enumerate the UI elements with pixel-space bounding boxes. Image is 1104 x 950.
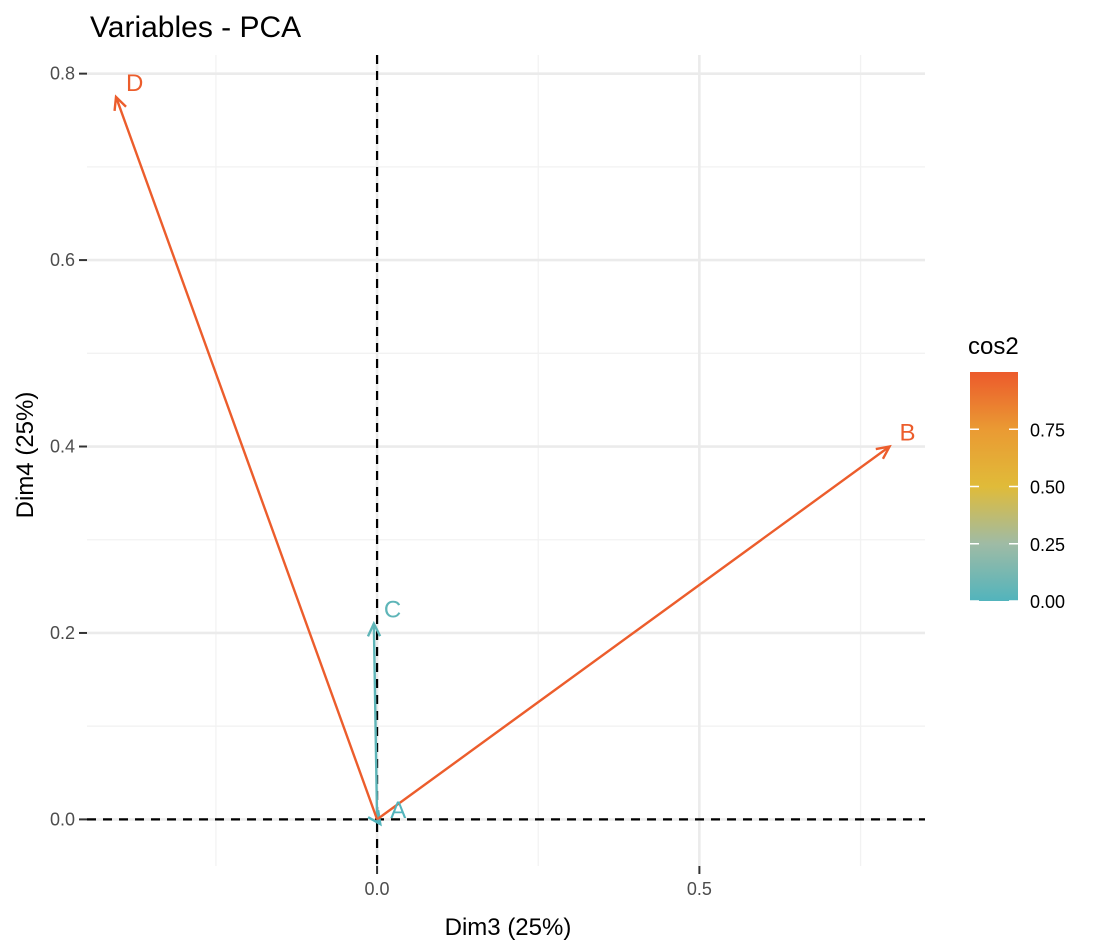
arrow-head	[113, 94, 127, 111]
arrow-head	[366, 620, 382, 637]
arrow-shaft	[376, 445, 891, 821]
chart-title: Variables - PCA	[90, 11, 301, 44]
legend-ticks: 0.00 0.25 0.50 0.75	[970, 420, 1065, 612]
variable-label-A: A	[390, 797, 406, 824]
variable-labels: A B C D	[126, 70, 916, 824]
variable-arrows	[113, 94, 892, 827]
variable-label-C: C	[384, 597, 401, 624]
variable-label-B: B	[900, 420, 916, 447]
variable-label-D: D	[126, 70, 143, 97]
arrow-B	[376, 444, 892, 821]
y-tick-label: 0.0	[50, 809, 75, 829]
arrow-D	[113, 94, 379, 820]
legend-title: cos2	[968, 333, 1019, 360]
x-tick-label: 0.0	[365, 879, 390, 899]
legend-label: 0.50	[1030, 478, 1065, 498]
legend-label: 0.25	[1030, 535, 1065, 555]
cos2-legend: cos2 0.00 0.25 0.50 0.75	[968, 333, 1065, 612]
reference-lines	[87, 55, 925, 866]
y-tick-label: 0.6	[50, 250, 75, 270]
arrow-head	[875, 444, 892, 460]
y-tick-label: 0.4	[50, 437, 75, 457]
legend-label: 0.00	[1030, 592, 1065, 612]
x-axis-title: Dim3 (25%)	[445, 914, 572, 941]
arrow-shaft	[114, 96, 379, 820]
arrow-A	[367, 810, 382, 827]
y-axis-title: Dim4 (25%)	[12, 392, 39, 519]
axis-ticks: 0.0 0.2 0.4 0.6 0.8 0.0 0.5	[50, 64, 712, 899]
arrow-head	[367, 810, 382, 827]
arrow-C	[366, 620, 382, 820]
y-tick-label: 0.8	[50, 64, 75, 84]
legend-label: 0.75	[1030, 420, 1065, 440]
grid	[87, 55, 925, 866]
y-tick-label: 0.2	[50, 623, 75, 643]
x-tick-label: 0.5	[687, 879, 712, 899]
arrow-shaft	[372, 623, 379, 820]
